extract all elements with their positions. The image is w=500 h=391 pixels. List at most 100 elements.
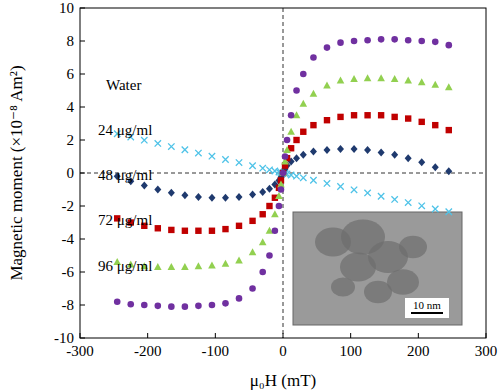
point: [284, 137, 291, 144]
point: [432, 206, 438, 212]
point: [391, 36, 398, 43]
point: [288, 172, 294, 178]
point: [181, 263, 189, 270]
point: [287, 128, 295, 135]
point: [236, 159, 242, 165]
point: [445, 42, 452, 49]
inset-particle: [364, 281, 392, 303]
point: [300, 129, 306, 135]
point: [405, 37, 412, 44]
series-label: Water: [106, 77, 141, 93]
y-tick: [80, 140, 85, 141]
point: [155, 225, 161, 231]
y-tick-label: -10: [54, 330, 74, 346]
y-tick-label: -2: [62, 198, 75, 214]
point: [195, 303, 202, 310]
series-label: 72 μg/ml: [98, 212, 152, 228]
y-tick-label: 0: [67, 165, 75, 181]
point: [208, 194, 215, 202]
x-tick-label: -100: [202, 343, 230, 359]
point: [259, 269, 266, 276]
point: [209, 153, 215, 159]
point: [260, 165, 266, 171]
y-tick: [80, 8, 85, 9]
y-tick-label: 10: [59, 0, 74, 16]
point: [351, 145, 358, 153]
y-tick-label: -8: [62, 297, 75, 313]
point: [378, 193, 384, 199]
point: [259, 238, 267, 245]
point: [419, 203, 425, 209]
y-tick: [80, 305, 85, 306]
point: [310, 148, 317, 156]
point: [405, 115, 411, 121]
point: [209, 302, 216, 309]
point: [337, 77, 345, 84]
point: [195, 262, 203, 269]
series: [114, 36, 452, 310]
point: [114, 298, 121, 305]
point: [236, 295, 243, 302]
point: [272, 227, 279, 234]
point: [418, 158, 425, 166]
point: [271, 210, 279, 217]
point: [324, 117, 330, 123]
y-tick: [80, 272, 85, 273]
point: [391, 114, 397, 120]
x-tick-label: -200: [134, 343, 162, 359]
point: [182, 303, 189, 310]
point: [235, 256, 243, 263]
point: [364, 146, 371, 154]
point: [249, 163, 255, 169]
point: [300, 100, 308, 107]
inset-particle: [399, 236, 427, 258]
point: [418, 38, 425, 45]
x-tick: [215, 333, 216, 338]
point: [351, 112, 357, 118]
point: [404, 77, 412, 84]
point: [181, 191, 188, 199]
y-tick: [80, 41, 85, 42]
point: [310, 122, 316, 128]
y-tick: [80, 173, 85, 174]
x-tick: [80, 333, 81, 338]
point: [293, 137, 299, 143]
series-label: 48 μg/ml: [98, 167, 152, 183]
y-tick: [80, 338, 85, 339]
point: [266, 185, 273, 193]
series: [113, 74, 452, 270]
point: [323, 146, 330, 154]
point: [127, 301, 134, 308]
point: [236, 223, 242, 229]
plot-frame: [80, 8, 486, 338]
point: [364, 74, 372, 81]
point: [391, 75, 399, 82]
point: [282, 153, 289, 160]
y-tick-label: 2: [67, 132, 75, 148]
y-tick: [80, 107, 85, 108]
point: [324, 180, 330, 186]
point: [350, 75, 358, 82]
point: [446, 209, 452, 215]
point: [278, 186, 285, 193]
point: [168, 263, 176, 270]
point: [222, 194, 229, 202]
point: [364, 37, 371, 44]
x-tick-label: 200: [407, 343, 430, 359]
point: [418, 78, 426, 85]
point: [182, 228, 188, 234]
point: [300, 71, 307, 78]
point: [168, 143, 174, 149]
scale-bar-label: 10 nm: [413, 299, 441, 311]
x-tick-label: 300: [475, 343, 498, 359]
point: [249, 285, 256, 292]
point: [280, 170, 286, 176]
point: [168, 303, 175, 310]
point: [249, 190, 256, 198]
series: [114, 131, 452, 215]
point: [168, 227, 174, 233]
point: [275, 192, 283, 199]
point: [195, 193, 202, 201]
point: [445, 83, 453, 90]
point: [364, 112, 370, 118]
